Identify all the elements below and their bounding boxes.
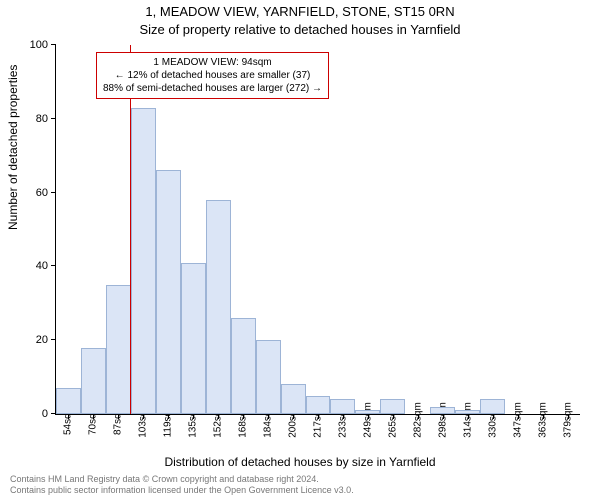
y-tick-label: 60 (36, 187, 56, 199)
histogram-bar (81, 348, 106, 414)
annotation-box: 1 MEADOW VIEW: 94sqm← 12% of detached ho… (96, 52, 329, 99)
histogram-bar (455, 410, 480, 414)
histogram-bar (480, 399, 505, 414)
y-tick-mark (51, 265, 56, 266)
chart-subtitle: Size of property relative to detached ho… (0, 22, 600, 37)
x-tick-label: 282sqm (412, 402, 423, 438)
histogram-bar (306, 396, 331, 414)
y-tick-label: 20 (36, 334, 56, 346)
chart-title-address: 1, MEADOW VIEW, YARNFIELD, STONE, ST15 0… (0, 4, 600, 19)
histogram-bar (206, 200, 231, 414)
histogram-bar (355, 410, 380, 414)
x-tick-label: 379sqm (562, 402, 573, 438)
x-tick-label: 347sqm (512, 402, 523, 438)
y-tick-mark (51, 192, 56, 193)
y-tick-label: 80 (36, 113, 56, 125)
footer-line1: Contains HM Land Registry data © Crown c… (10, 474, 354, 485)
x-tick-label: 314sqm (462, 402, 473, 438)
chart-container: { "chart": { "type": "histogram", "title… (0, 0, 600, 500)
footer-attribution: Contains HM Land Registry data © Crown c… (10, 474, 354, 496)
y-axis-label: Number of detached properties (6, 65, 20, 230)
histogram-bar (430, 407, 455, 414)
y-tick-label: 0 (42, 408, 56, 420)
histogram-bar (181, 263, 206, 414)
histogram-bar (330, 399, 355, 414)
histogram-bar (156, 170, 181, 414)
x-tick-label: 249sqm (362, 402, 373, 438)
histogram-bar (131, 108, 156, 414)
y-tick-mark (51, 44, 56, 45)
x-axis-label: Distribution of detached houses by size … (0, 455, 600, 469)
histogram-bar (256, 340, 281, 414)
histogram-bar (106, 285, 131, 414)
property-marker-line (130, 45, 131, 414)
histogram-bar (281, 384, 306, 414)
y-tick-label: 100 (30, 39, 56, 51)
y-tick-label: 40 (36, 260, 56, 272)
annotation-line3: 88% of semi-detached houses are larger (… (103, 82, 322, 95)
x-tick-label: 363sqm (537, 402, 548, 438)
annotation-line2: ← 12% of detached houses are smaller (37… (103, 69, 322, 82)
histogram-bar (380, 399, 405, 414)
histogram-bar (231, 318, 256, 414)
y-tick-mark (51, 339, 56, 340)
annotation-line1: 1 MEADOW VIEW: 94sqm (103, 56, 322, 69)
y-tick-mark (51, 118, 56, 119)
plot-area: 02040608010054sqm70sqm87sqm103sqm119sqm1… (55, 45, 580, 415)
histogram-bar (56, 388, 81, 414)
footer-line2: Contains public sector information licen… (10, 485, 354, 496)
